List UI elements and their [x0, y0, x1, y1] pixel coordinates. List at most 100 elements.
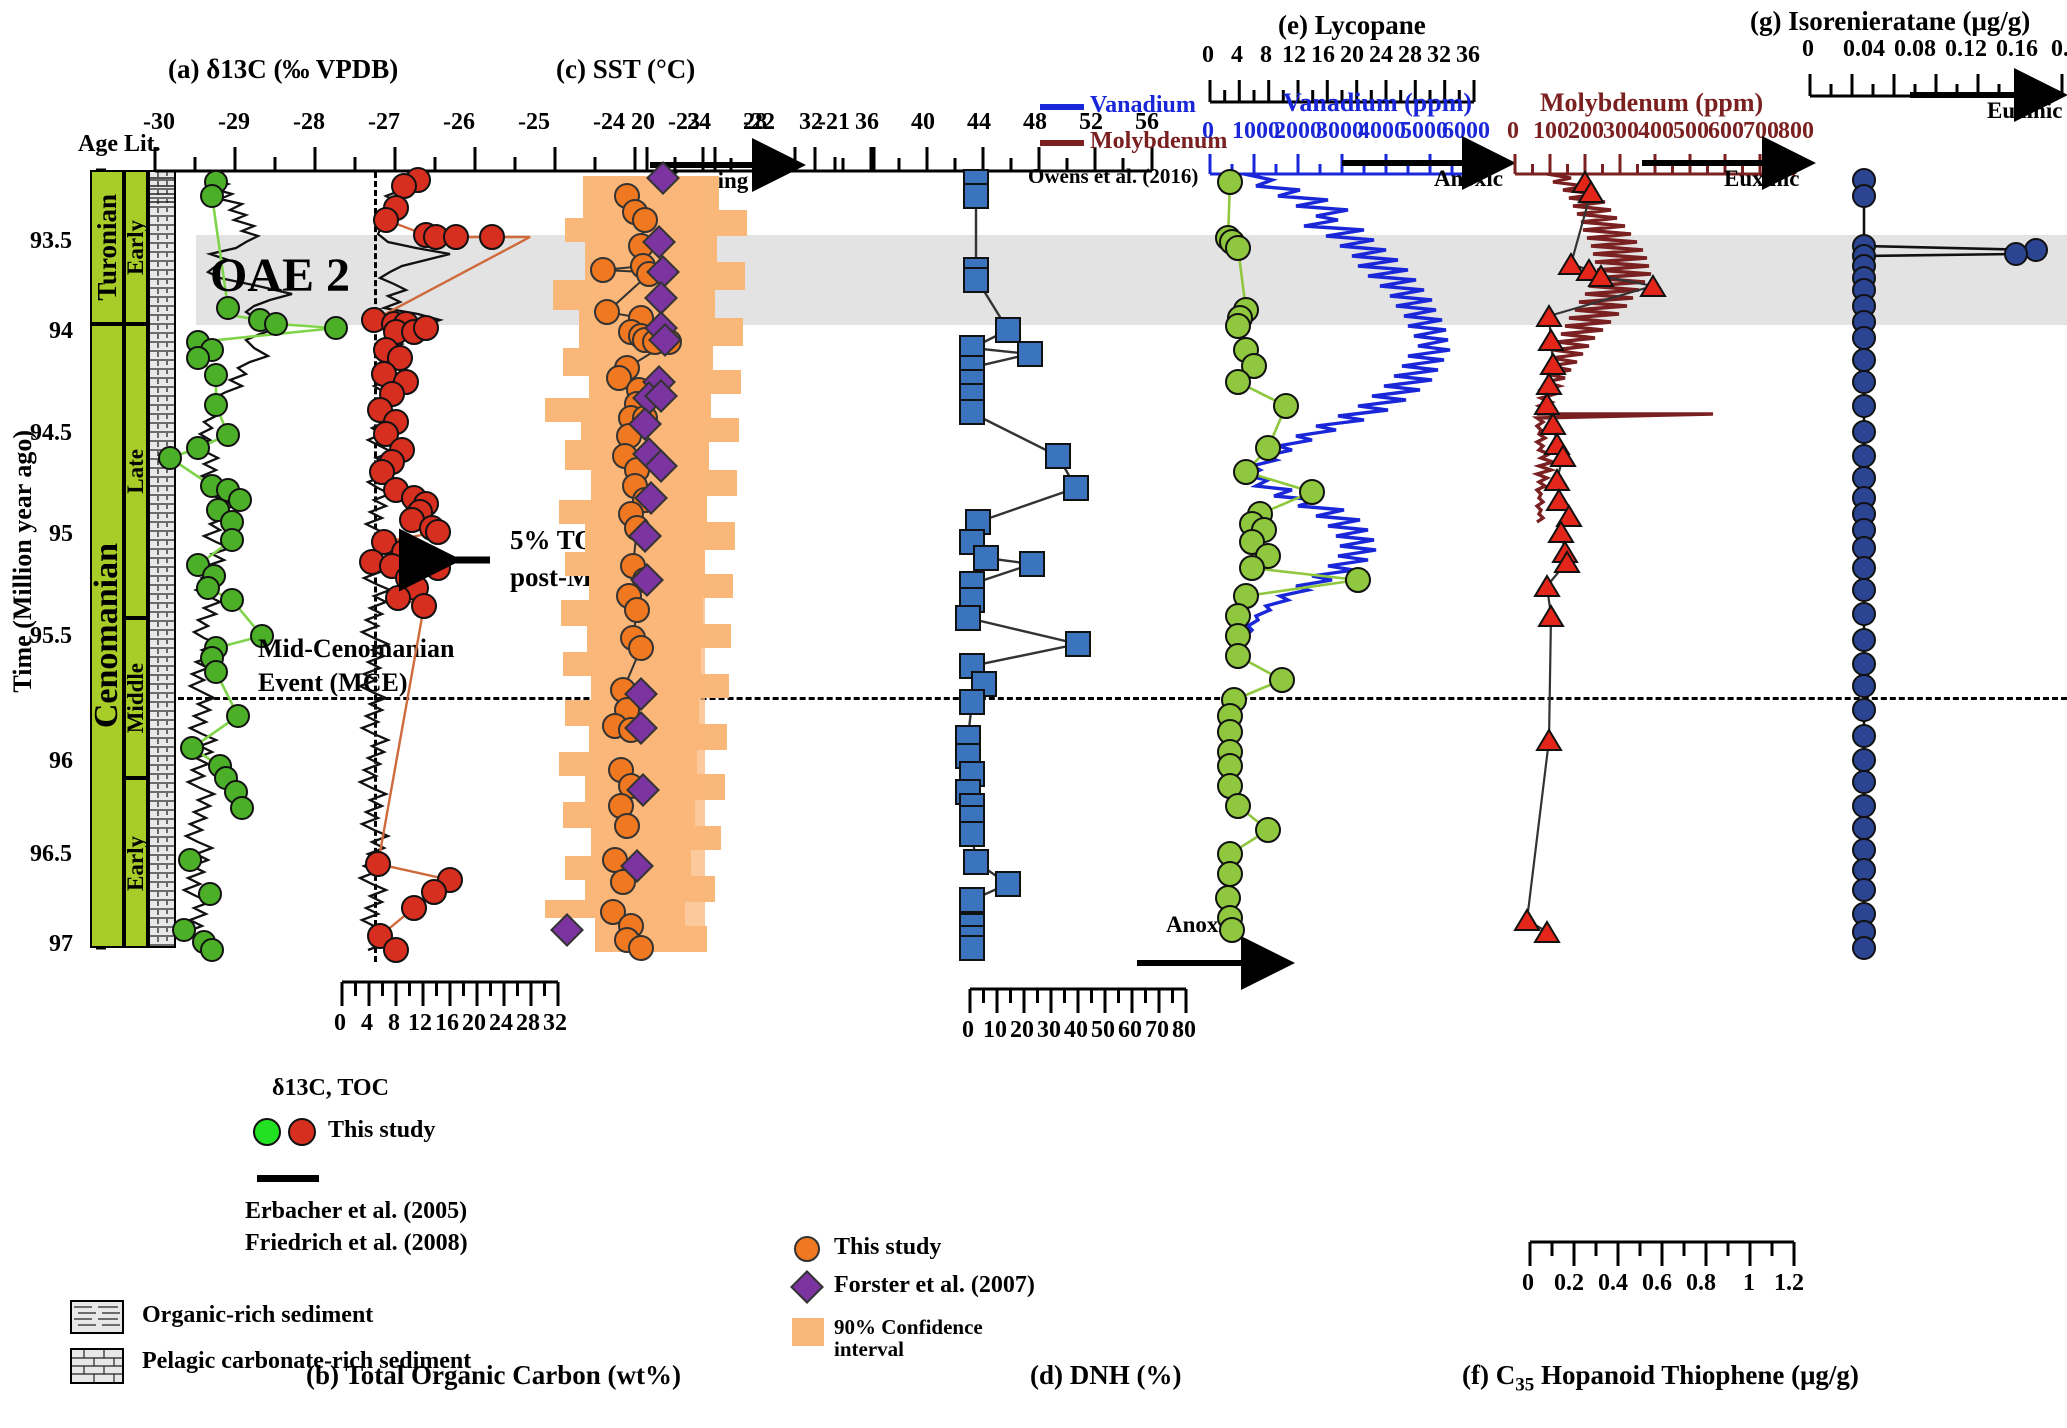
legend-line-swatch	[257, 1175, 319, 1182]
panel-c-tick-32: 32	[799, 109, 823, 135]
age-substage-label: Early	[123, 835, 148, 891]
panel-e-lyc-tick-36: 36	[1456, 42, 1480, 68]
panel-e-lyc-tick-0: 0	[1202, 42, 1214, 68]
panel-e-lyc-tick-24: 24	[1369, 42, 1393, 68]
panel-a-tick--24: -24	[593, 109, 625, 135]
panel-e-lyc-tick-32: 32	[1427, 42, 1451, 68]
panel-g-tick-0: 0	[1802, 36, 1814, 62]
panel-b-tick-8: 8	[388, 1010, 400, 1036]
age-substage-early-turonian: Early	[123, 170, 148, 324]
age-stage-turonian: Turonian	[90, 170, 124, 324]
panel-c-tick-44: 44	[967, 109, 991, 135]
panel-f-title-rest: Hopanoid Thiophene (μg/g)	[1534, 1360, 1859, 1390]
age-substage-early-cenomanian: Early	[123, 778, 148, 948]
molybdenum-euxinic-label: Euxinic	[1724, 166, 1800, 191]
panel-f-tick-1.2: 1.2	[1774, 1270, 1804, 1296]
y-tick-94: 94	[49, 318, 73, 344]
panel-g-tick-0.12: 0.12	[1945, 36, 1987, 62]
panel-e-v-tick-6000: 6000	[1442, 118, 1490, 144]
y-tick-96.5: 96.5	[30, 841, 72, 867]
panel-f-tick-0.4: 0.4	[1598, 1270, 1628, 1296]
panel-e-lyc-tick-20: 20	[1340, 42, 1364, 68]
panel-b-plot	[330, 167, 570, 963]
swatch-organic-rich	[70, 1300, 124, 1334]
panel-b-tick-0: 0	[334, 1010, 346, 1036]
panel-b-tick-28: 28	[516, 1010, 540, 1036]
panel-f-tick-0.6: 0.6	[1642, 1270, 1672, 1296]
panel-c-tick-20: 20	[631, 109, 655, 135]
panel-a-tick--25: -25	[518, 109, 550, 135]
panel-f-tick-0.2: 0.2	[1554, 1270, 1584, 1296]
age-substage-label: Middle	[123, 662, 148, 734]
panel-d-tick-20: 20	[1010, 1017, 1034, 1043]
panel-f-mo-tick-700: 700	[1743, 118, 1779, 144]
panel-d-axis: 0 10 20 30 40 50 60 70 80	[962, 985, 1208, 1043]
panel-c-tick-48: 48	[1023, 109, 1047, 135]
panel-e-v-tick-3000: 3000	[1316, 118, 1364, 144]
molybdenum-legend-label: Molybdenum	[1090, 128, 1228, 154]
panel-f-mo-tick-600: 600	[1708, 118, 1744, 144]
age-substage-label: Early	[123, 219, 148, 275]
panel-e-lyc-tick-28: 28	[1398, 42, 1422, 68]
mce-datum-line	[178, 697, 2067, 700]
panel-a-plot	[150, 170, 580, 962]
age-substage-label: Late	[123, 448, 148, 494]
panel-g-tick-0.16: 0.16	[1996, 36, 2038, 62]
vanadium-axis-name: Vanadium (ppm)	[1283, 88, 1473, 117]
age-stage-cenomanian-label: Cenomanian	[88, 543, 125, 729]
y-tick-93.5: 93.5	[30, 228, 72, 254]
legend-friedrich: Friedrich et al. (2008)	[245, 1230, 468, 1256]
panel-a-tick--28: -28	[293, 109, 325, 135]
panel-a-tick--29: -29	[218, 109, 250, 135]
vanadium-legend-label: Vanadium	[1090, 92, 1196, 118]
panel-f-title-prefix: (f) C	[1462, 1360, 1516, 1390]
molybdenum-legend-swatch	[1040, 140, 1084, 146]
legend-erbacher: Erbacher et al. (2005)	[245, 1198, 468, 1224]
age-stage-turonian-label: Turonian	[91, 193, 122, 301]
vanadium-anoxic-label: Anoxic	[1434, 166, 1503, 191]
panel-c-tick-28: 28	[743, 109, 767, 135]
panel-c-tick-40: 40	[911, 109, 935, 135]
panel-a-title: (a) δ13C (‰ VPDB)	[168, 54, 399, 84]
y-tick-95.5: 95.5	[30, 623, 72, 649]
legend-c-this-study: This study	[834, 1234, 942, 1260]
oae2-label: OAE 2	[210, 249, 351, 302]
panel-c-tick-36: 36	[855, 109, 879, 135]
panel-a-tick--26: -26	[443, 109, 475, 135]
panel-d-plot	[955, 169, 1190, 961]
panel-c-tick-52: 52	[1079, 109, 1103, 135]
panel-f-tick-0: 0	[1522, 1270, 1534, 1296]
panel-f-axis: 0 0.2 0.4 0.6 0.8 1 1.2	[1522, 1238, 1818, 1296]
lithology-legend-label-pelagic: Pelagic carbonate-rich sediment	[142, 1348, 472, 1374]
panel-e-v-tick-2000: 2000	[1274, 118, 1322, 144]
panel-e-lyc-tick-16: 16	[1311, 42, 1335, 68]
panel-e-v-tick-1000: 1000	[1232, 118, 1280, 144]
panel-e-lyc-tick-8: 8	[1260, 42, 1272, 68]
vanadium-anoxic-arrow	[1342, 136, 1516, 190]
panel-d-tick-30: 30	[1037, 1017, 1061, 1043]
warming-arrow	[650, 138, 806, 192]
mce-label-line1: Mid-Cenomanian	[258, 634, 455, 663]
legend-this-study: This study	[328, 1117, 436, 1143]
panel-b-tick-4: 4	[361, 1010, 373, 1036]
panel-a-tick--27: -27	[368, 109, 400, 135]
panel-f-title: (f) C35 Hopanoid Thiophene (μg/g)	[1462, 1360, 1859, 1396]
panel-d-tick-50: 50	[1091, 1017, 1115, 1043]
panel-f-plot	[1513, 170, 1823, 960]
panel-a-tick--22: -22	[743, 109, 775, 135]
panel-g-tick-0.08: 0.08	[1894, 36, 1936, 62]
panel-d-tick-10: 10	[983, 1017, 1007, 1043]
panel-b-title: (b) Total Organic Carbon (wt%)	[306, 1360, 682, 1390]
lithology-legend-label-organic: Organic-rich sediment	[142, 1302, 374, 1328]
panel-b-axis: 0 4 8 12 16 20 24 28 32	[334, 978, 580, 1036]
panel-e-v-tick-5000: 5000	[1400, 118, 1448, 144]
legend-header: δ13C, TOC	[272, 1075, 389, 1101]
panel-f-mo-tick-400: 400	[1638, 118, 1674, 144]
panel-d-tick-80: 80	[1172, 1017, 1196, 1043]
panel-e-v-tick-4000: 4000	[1358, 118, 1406, 144]
dnh-anoxic-arrow	[1137, 936, 1295, 990]
swatch-pelagic-carbonate	[70, 1348, 124, 1384]
age-substage-late: Late	[123, 324, 148, 618]
legend-c-band-swatch	[792, 1318, 824, 1346]
panel-b-tick-12: 12	[408, 1010, 432, 1036]
